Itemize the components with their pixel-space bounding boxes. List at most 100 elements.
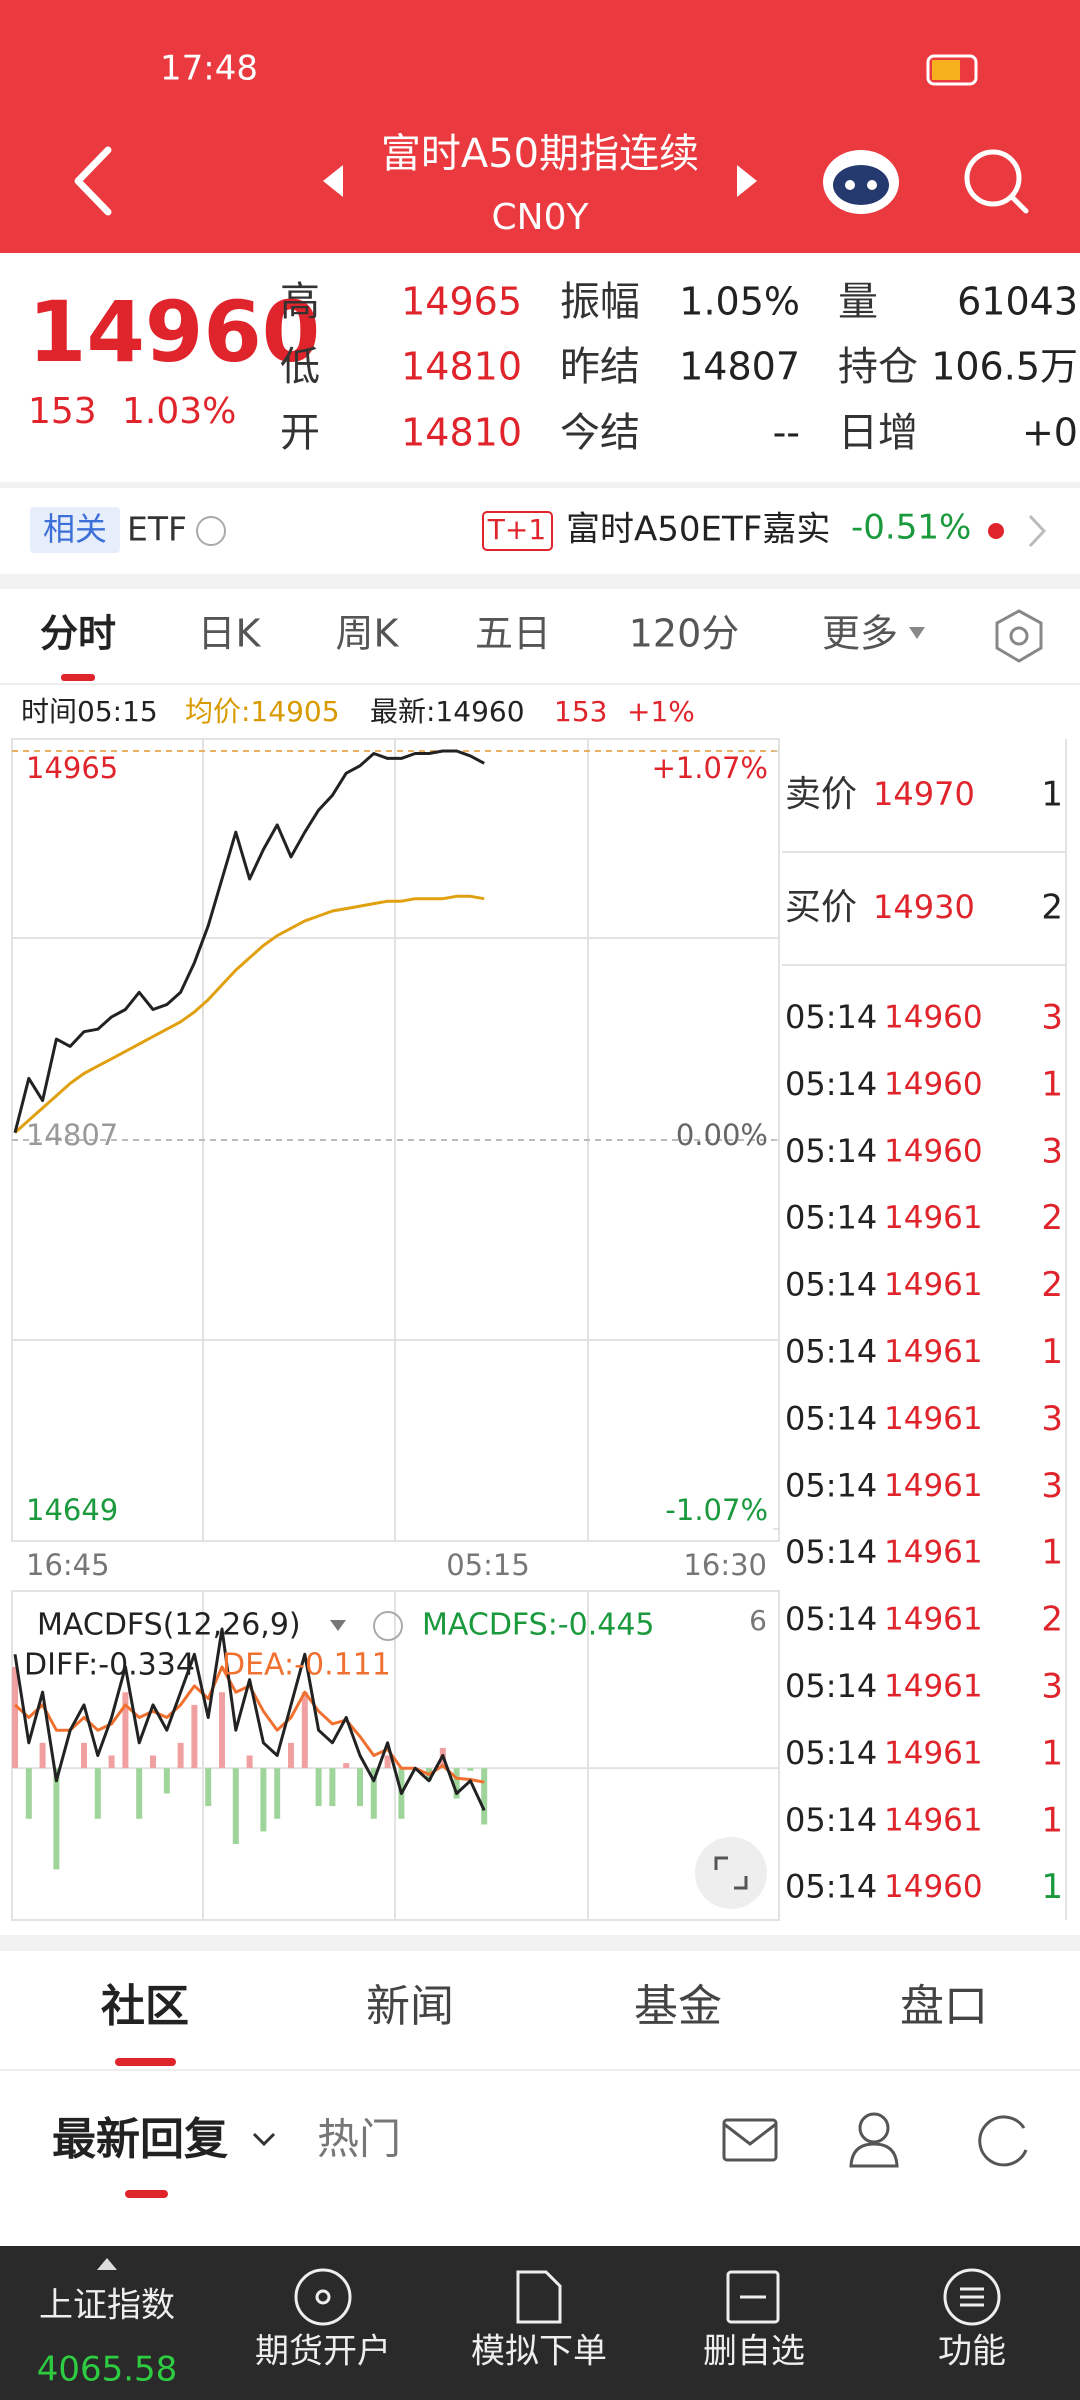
trade-volume: 2 — [1041, 1600, 1063, 1640]
battery — [926, 54, 978, 86]
trade-price: 14960 — [884, 1066, 983, 1102]
trade-price: 14961 — [884, 1535, 983, 1571]
chart-tab[interactable]: 分时 — [40, 612, 116, 656]
section-tab[interactable]: 新闻 — [366, 1981, 454, 2032]
macd-bar — [94, 1768, 101, 1819]
trade-price: 14961 — [884, 1669, 983, 1705]
macd-bar — [246, 1755, 253, 1769]
stat-label: 今结 — [560, 410, 640, 456]
robot-button[interactable] — [823, 150, 899, 214]
info-time: 时间05:15 — [21, 695, 158, 728]
dea-label: DEA:-0.111 — [222, 1648, 391, 1683]
expand-button[interactable] — [695, 1837, 767, 1909]
stat-value: 1.05% — [679, 280, 800, 324]
robot-eye — [845, 180, 855, 190]
sub-tab[interactable]: 热门 — [317, 2115, 401, 2164]
stat-value: +0 — [1022, 411, 1078, 455]
trade-time: 05:14 — [785, 1533, 877, 1571]
stat-label: 开 — [280, 410, 320, 456]
section-tab[interactable]: 社区 — [101, 1981, 189, 2032]
next-button[interactable] — [737, 165, 757, 197]
book-price: 14970 — [873, 775, 975, 813]
settings-icon[interactable] — [995, 609, 1043, 663]
section-tab[interactable]: 盘口 — [900, 1981, 988, 2032]
bottom-item[interactable]: 模拟下单 — [471, 2332, 607, 2372]
bottom-item[interactable]: 期货开户 — [255, 2332, 391, 2372]
macd-bar — [260, 1768, 267, 1832]
macd-bar — [467, 1768, 474, 1771]
prev-button[interactable] — [323, 165, 343, 197]
chart-tab[interactable]: 更多 — [822, 612, 898, 656]
menu-icon[interactable] — [943, 2268, 1001, 2326]
stat-label: 高 — [280, 279, 320, 325]
bottom-item[interactable]: 删自选 — [703, 2332, 805, 2372]
trade-volume: 3 — [1041, 1466, 1063, 1506]
y-tick-label: 14965 — [26, 751, 118, 785]
trade-volume: 2 — [1041, 1265, 1063, 1305]
tab-underline — [61, 674, 95, 681]
trade-time: 05:14 — [785, 1065, 877, 1103]
sub-tab[interactable]: 最新回复 — [52, 2114, 228, 2165]
stat-value: 14965 — [401, 280, 522, 324]
dropdown-icon[interactable] — [252, 2132, 276, 2147]
help-icon[interactable] — [373, 1611, 403, 1641]
tab-underline — [115, 2058, 176, 2066]
macd-bar — [136, 1768, 143, 1819]
mail-icon — [723, 2122, 777, 2146]
trade-time: 05:14 — [785, 1667, 877, 1705]
chart-frame — [11, 738, 1067, 1921]
price-line — [13, 749, 485, 1133]
chart-tab[interactable]: 周K — [336, 612, 400, 656]
stat-label: 日增 — [838, 410, 918, 456]
trade-time: 05:14 — [785, 1199, 877, 1237]
y-tick-label: 14807 — [26, 1118, 118, 1152]
trade-volume: 1 — [1041, 1867, 1063, 1907]
trade-time: 05:14 — [785, 1333, 877, 1371]
divider — [0, 1935, 1080, 1951]
trade-price: 14961 — [884, 1468, 983, 1504]
trade-time: 05:14 — [785, 1600, 877, 1638]
trade-price: 14961 — [884, 1401, 983, 1437]
x-tick-label: 16:30 — [683, 1548, 767, 1582]
stat-value: 14807 — [679, 345, 800, 389]
refresh-icon[interactable] — [978, 2115, 1028, 2167]
etf-change: -0.51% — [851, 508, 971, 548]
back-button[interactable] — [74, 146, 112, 216]
help-icon[interactable] — [196, 516, 226, 546]
chevron[interactable] — [1028, 514, 1047, 548]
trade-price: 14961 — [884, 1602, 983, 1638]
order-icon[interactable] — [516, 2270, 562, 2324]
macd-bar — [274, 1768, 281, 1819]
chart-tab[interactable]: 120分 — [629, 612, 740, 656]
x-tick-label: 05:15 — [446, 1548, 530, 1582]
account-icon[interactable] — [294, 2268, 352, 2326]
stat-value: 61043 — [957, 280, 1078, 324]
chart-tab[interactable]: 五日 — [475, 612, 551, 656]
trade-time: 05:14 — [785, 1734, 877, 1772]
tag-bg — [30, 507, 120, 553]
info-change-pct: +1% — [627, 695, 695, 728]
trade-price: 14961 — [884, 1735, 983, 1771]
dropdown-icon[interactable] — [330, 1620, 346, 1631]
stat-label: 持仓 — [838, 344, 918, 390]
price-change-pct: 1.03% — [122, 391, 236, 432]
macd-bar — [53, 1768, 60, 1870]
section-tab[interactable]: 基金 — [634, 1981, 722, 2032]
trade-volume: 1 — [1041, 1733, 1063, 1773]
status-dot — [988, 523, 1004, 539]
user-icon[interactable] — [858, 2112, 890, 2144]
index-name: 上证指数 — [39, 2286, 175, 2326]
etf-name: 富时A50ETF嘉实 — [566, 510, 830, 550]
expand-indicator[interactable] — [97, 2258, 117, 2270]
macd-bar — [232, 1768, 239, 1845]
remove-icon[interactable] — [726, 2270, 780, 2324]
toolbar-icons — [722, 2112, 1028, 2168]
macd-bar — [191, 1704, 198, 1769]
mail-icon[interactable] — [722, 2118, 778, 2162]
bottom-item[interactable]: 功能 — [938, 2332, 1006, 2372]
chart-tab[interactable]: 日K — [198, 612, 262, 656]
badge-box — [482, 511, 553, 551]
search-button[interactable] — [964, 149, 1029, 214]
